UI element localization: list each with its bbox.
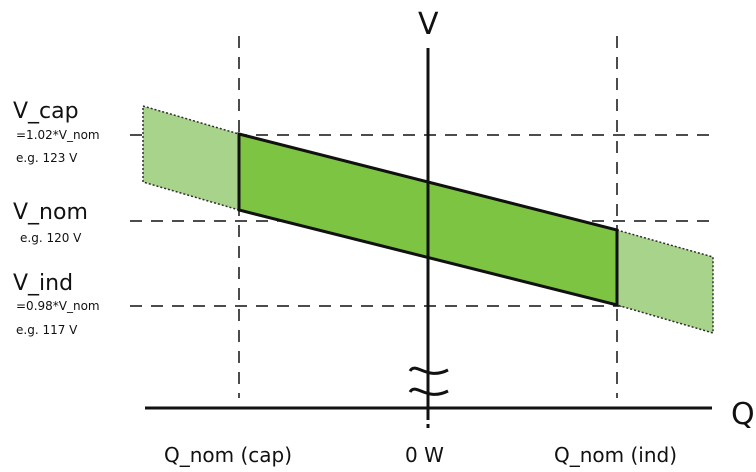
extended-inductive-band bbox=[616, 229, 714, 334]
v-cap-example: e.g. 123 V bbox=[16, 151, 78, 165]
v-nom-label: V_nom bbox=[13, 200, 88, 225]
q-nom-ind-label: Q_nom (ind) bbox=[554, 443, 677, 467]
v-nom-example: e.g. 120 V bbox=[20, 231, 82, 245]
v-cap-formula: =1.02*V_nom bbox=[16, 128, 100, 142]
q-axis-label: Q bbox=[731, 397, 755, 432]
axis-break-mark-upper bbox=[408, 366, 449, 375]
extended-capacitive-band bbox=[142, 105, 240, 211]
v-axis-label: V bbox=[418, 7, 439, 42]
v-ind-label: V_ind bbox=[13, 271, 73, 296]
v-ind-formula: =0.98*V_nom bbox=[16, 299, 100, 313]
zero-w-label: 0 W bbox=[405, 443, 444, 467]
q-nom-cap-label: Q_nom (cap) bbox=[164, 443, 292, 467]
v-ind-example: e.g. 117 V bbox=[16, 323, 78, 337]
axis-break-mark-lower bbox=[408, 387, 449, 396]
v-cap-label: V_cap bbox=[13, 99, 79, 124]
